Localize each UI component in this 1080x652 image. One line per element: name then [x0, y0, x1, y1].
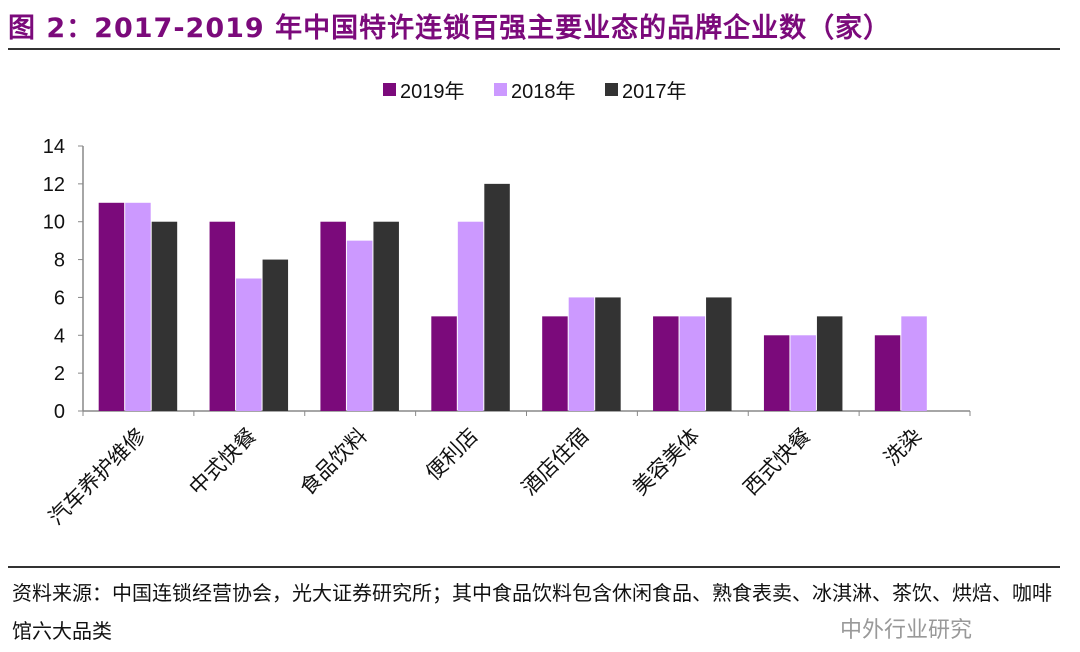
- y-tick-label: 0: [54, 401, 65, 423]
- y-tick-label: 12: [43, 174, 65, 196]
- bar-2018年: [568, 297, 595, 411]
- bar-2019年: [209, 221, 236, 411]
- y-tick-label: 4: [54, 325, 65, 347]
- bar-2017年: [262, 259, 289, 411]
- legend-swatch: [383, 83, 396, 96]
- x-tick-label: 洗染: [879, 424, 926, 471]
- y-tick-label: 2: [54, 363, 65, 385]
- x-tick-label: 酒店住宿: [517, 424, 593, 500]
- bar-2018年: [346, 240, 373, 411]
- legend-label: 2017年: [622, 80, 687, 103]
- bar-2017年: [816, 316, 843, 411]
- watermark: 中外行业研究: [840, 618, 973, 643]
- bar-2019年: [320, 221, 346, 411]
- bar-2017年: [151, 221, 178, 411]
- title-divider: [8, 48, 1060, 50]
- source-note: 资料来源：中国连锁经营协会，光大证券研究所；其中食品饮料包含休闲食品、熟食表卖、…: [12, 581, 1052, 643]
- bar-2018年: [236, 278, 262, 411]
- legend-label: 2018年: [511, 80, 576, 103]
- y-tick-label: 10: [43, 212, 65, 234]
- x-tick-label: 美容美体: [628, 424, 704, 500]
- source-divider: [8, 566, 1060, 568]
- x-tick-label: 西式快餐: [739, 424, 815, 500]
- bar-2019年: [763, 335, 790, 411]
- bar-2018年: [457, 221, 484, 411]
- x-tick-label: 食品饮料: [295, 424, 371, 500]
- y-tick-label: 8: [54, 250, 65, 272]
- legend-swatch: [605, 83, 618, 96]
- legend-label: 2019年: [400, 80, 465, 103]
- bar-2017年: [706, 297, 732, 411]
- bar-2019年: [542, 316, 568, 411]
- bar-2018年: [790, 335, 816, 411]
- bar-2019年: [874, 335, 901, 411]
- bar-chart: 0 2 4 6 8 10 12 14 汽车养护维修 中式快餐 食品饮料 便利店 酒店住宿 美容美体 西式快餐…: [43, 80, 971, 530]
- bar-2018年: [125, 202, 151, 411]
- bar-2018年: [679, 316, 706, 411]
- bar-2017年: [373, 221, 399, 411]
- x-tick-label: 便利店: [421, 424, 483, 486]
- legend-swatch: [494, 83, 507, 96]
- bar-2017年: [484, 183, 510, 411]
- bar-2018年: [901, 316, 927, 411]
- bar-2019年: [98, 202, 125, 411]
- chart-title: 图 2：2017-2019 年中国特许连锁百强主要业态的品牌企业数（家）: [8, 13, 892, 44]
- y-tick-label: 14: [43, 136, 65, 158]
- bar-2019年: [431, 316, 457, 411]
- x-tick-label: 中式快餐: [184, 424, 260, 500]
- bar-2017年: [595, 297, 621, 411]
- x-tick-label: 汽车养护维修: [44, 424, 150, 530]
- y-tick-label: 6: [54, 287, 65, 309]
- bar-2019年: [653, 316, 679, 411]
